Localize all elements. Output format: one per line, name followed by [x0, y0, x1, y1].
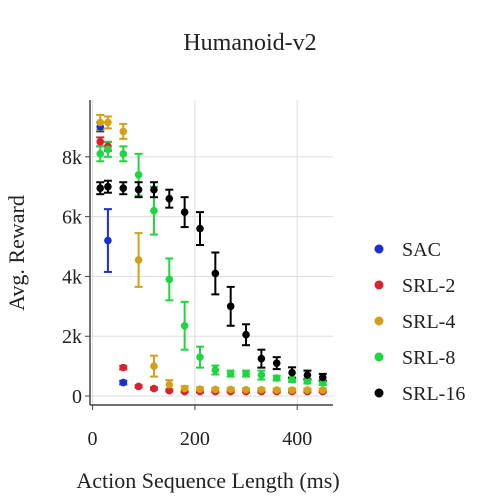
- data-point: [134, 185, 143, 194]
- data-points: [96, 118, 327, 396]
- data-point: [119, 150, 128, 158]
- legend-marker: [374, 388, 384, 398]
- x-tick-label: 400: [282, 428, 312, 450]
- data-point: [165, 275, 174, 284]
- data-point: [180, 208, 189, 216]
- y-tick-label: 6k: [62, 207, 82, 229]
- data-point: [288, 386, 296, 394]
- data-point: [303, 371, 312, 379]
- data-point: [196, 385, 204, 393]
- data-point: [257, 354, 266, 363]
- data-point: [242, 330, 250, 339]
- y-tick-label: 8k: [62, 147, 82, 169]
- data-point: [96, 150, 105, 158]
- data-point: [318, 386, 327, 394]
- x-tick-label: 0: [88, 428, 98, 450]
- data-point: [226, 302, 235, 311]
- legend-label: SRL-16: [402, 383, 465, 405]
- data-point: [165, 194, 174, 203]
- data-point: [96, 184, 105, 193]
- data-point: [272, 374, 281, 382]
- data-point: [272, 359, 281, 367]
- legend-label: SRL-2: [402, 275, 455, 297]
- data-point: [165, 380, 174, 389]
- data-point: [104, 236, 112, 245]
- data-point: [150, 384, 158, 393]
- data-point: [288, 368, 296, 377]
- axes: [85, 100, 333, 410]
- data-point: [211, 366, 220, 374]
- data-point: [303, 386, 312, 394]
- data-point: [242, 369, 250, 378]
- x-tick-labels: 0 200 400: [88, 428, 313, 450]
- data-point: [119, 127, 128, 136]
- y-tick-label: 4k: [62, 266, 82, 288]
- data-point: [165, 386, 174, 395]
- data-point: [104, 145, 112, 154]
- data-point: [211, 385, 220, 394]
- legend-marker: [374, 280, 384, 290]
- data-point: [134, 256, 143, 264]
- data-point: [96, 118, 105, 127]
- data-point: [150, 185, 158, 194]
- data-point: [196, 353, 204, 361]
- data-point: [180, 321, 189, 330]
- data-point: [96, 138, 105, 146]
- legend-label: SAC: [402, 239, 441, 261]
- data-point: [318, 373, 327, 382]
- x-tick-label: 200: [180, 428, 210, 450]
- data-point: [119, 184, 128, 193]
- y-tick-label: 0: [72, 386, 82, 408]
- data-point: [134, 170, 143, 179]
- legend-marker: [374, 352, 384, 362]
- grid: [90, 100, 333, 405]
- y-axis-label: Avg. Reward: [4, 195, 29, 311]
- data-point: [119, 378, 128, 387]
- data-point: [150, 362, 158, 370]
- data-point: [134, 382, 143, 391]
- data-point: [226, 385, 235, 394]
- data-point: [226, 369, 235, 378]
- data-point: [242, 385, 250, 394]
- y-tick-label: 2k: [62, 326, 82, 348]
- legend-marker: [374, 244, 384, 254]
- data-point: [196, 224, 204, 233]
- data-point: [180, 384, 189, 393]
- legend-label: SRL-8: [402, 347, 455, 369]
- data-point: [150, 206, 158, 215]
- data-point: [211, 269, 220, 278]
- data-point: [272, 386, 281, 394]
- legend-marker: [374, 316, 384, 326]
- data-point: [119, 363, 128, 372]
- legend: SAC SRL-2 SRL-4 SRL-8 SRL-16: [374, 239, 465, 405]
- data-point: [288, 375, 296, 384]
- y-tick-labels: 0 2k 4k 6k 8k: [62, 147, 82, 408]
- data-point: [104, 118, 112, 127]
- data-point: [257, 385, 266, 394]
- x-axis-label: Action Sequence Length (ms): [76, 468, 339, 493]
- chart-title: Humanoid-v2: [183, 30, 316, 56]
- legend-label: SRL-4: [402, 311, 455, 333]
- data-point: [257, 371, 266, 379]
- data-point: [104, 182, 112, 191]
- data-point: [303, 377, 312, 385]
